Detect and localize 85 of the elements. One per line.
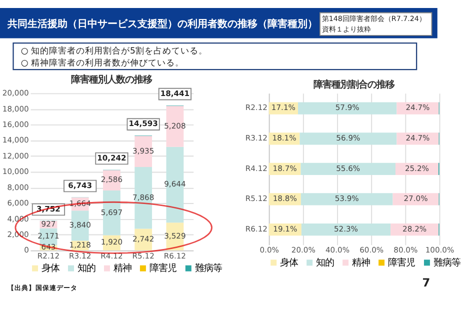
data-label: 27.0% <box>404 194 428 204</box>
data-label: 24.7% <box>406 134 430 143</box>
x-tick-label: 80.0% <box>394 246 418 255</box>
legend-label: 知的 <box>316 258 334 268</box>
data-label: 5,697 <box>100 208 123 217</box>
total-label: 6,743 <box>68 180 92 190</box>
bar <box>71 210 89 241</box>
bar <box>166 146 184 223</box>
legend-label: 難病等 <box>434 258 461 268</box>
data-label: 28.2% <box>402 224 427 234</box>
bar <box>134 166 152 229</box>
data-label: 3,529 <box>164 231 186 240</box>
data-label: 1,920 <box>100 238 123 247</box>
x-tick-label: R2.12 <box>37 251 60 260</box>
text: ○ 知的障害者の利用割合が5割を占めている。 <box>20 45 208 56</box>
text: 7 <box>422 275 430 290</box>
data-label: 18.8% <box>272 194 297 204</box>
legend-label: 身体 <box>42 263 60 274</box>
y-tick-label: 6,000 <box>7 198 30 208</box>
legend-label: 障害児 <box>388 258 416 268</box>
bar <box>134 136 152 167</box>
legend-label: 精神 <box>114 263 132 274</box>
x-tick-label: 60.0% <box>360 246 384 255</box>
data-label: 57.9% <box>335 103 360 112</box>
bar <box>166 106 184 147</box>
chart-title: 障害種別人数の推移 <box>71 74 152 86</box>
data-label: 2,742 <box>132 234 154 244</box>
total-label: 18,441 <box>160 88 190 98</box>
x-tick-label: 0.0% <box>260 246 279 255</box>
y-tick-label: R6.12 <box>245 224 268 234</box>
y-tick-label: R5.12 <box>245 194 268 204</box>
data-label: 3,840 <box>69 220 92 230</box>
data-label: 7,868 <box>132 192 154 202</box>
y-tick-label: 18,000 <box>2 104 30 114</box>
data-label: 52.3% <box>334 224 358 234</box>
bar <box>300 193 393 206</box>
bar <box>300 132 397 145</box>
bar <box>300 162 396 175</box>
bar <box>301 223 391 236</box>
bar <box>392 193 439 206</box>
y-tick-label: 14,000 <box>2 136 30 145</box>
total-label: 10,242 <box>97 153 126 162</box>
text: ○ 精神障害者の利用者数が伸びている。 <box>20 58 184 69</box>
data-label: 17.1% <box>271 103 296 112</box>
data-label: 9,644 <box>164 180 186 189</box>
y-tick-label: 12,000 <box>2 151 30 160</box>
y-tick-label: 16,000 <box>2 120 30 129</box>
total-label: 14,593 <box>128 119 158 128</box>
y-tick-label: 8,000 <box>7 182 30 192</box>
x-tick-label: R3.12 <box>69 251 92 260</box>
x-tick-label: R4.12 <box>100 251 123 260</box>
y-tick-label: 0 <box>24 246 30 255</box>
data-label: 25.2% <box>404 164 429 173</box>
data-label: 53.9% <box>334 194 359 204</box>
x-tick-label: 40.0% <box>325 246 350 255</box>
legend-label: 身体 <box>280 258 298 268</box>
data-label: 24.7% <box>406 103 430 112</box>
data-label: 56.9% <box>336 134 360 143</box>
legend-label: 知的 <box>78 263 96 274</box>
data-label: 927 <box>41 219 56 228</box>
bar <box>103 190 120 236</box>
data-label: 55.6% <box>336 164 360 173</box>
y-tick-label: 20,000 <box>2 88 30 98</box>
x-tick-label: 100.0% <box>425 246 454 255</box>
legend-label: 難病等 <box>195 263 222 274</box>
data-label: 2,171 <box>38 232 60 241</box>
y-tick-label: R4.12 <box>245 164 268 173</box>
data-label: 3,935 <box>132 146 154 156</box>
data-label: 2,586 <box>100 175 123 184</box>
legend-label: 障害児 <box>150 263 177 274</box>
y-tick-label: R2.12 <box>245 103 268 112</box>
data-label: 1,218 <box>69 240 92 250</box>
data-label: 5,208 <box>164 121 186 130</box>
chart-title: 障害種別割合の推移 <box>314 80 395 91</box>
data-label: 19.1% <box>273 224 298 234</box>
y-tick-label: 10,000 <box>2 167 30 176</box>
data-label: 18.1% <box>272 134 296 143</box>
x-tick-label: R6.12 <box>164 251 186 260</box>
legend-label: 精神 <box>352 258 370 268</box>
text: 共同生活援助（日中サービス支援型）の利用者数の推移（障害種別） <box>6 18 318 30</box>
y-tick-label: R3.12 <box>245 134 268 143</box>
data-label: 18.7% <box>272 164 297 173</box>
x-tick-label: R5.12 <box>132 251 155 260</box>
x-tick-label: 20.0% <box>291 246 316 255</box>
bar <box>298 102 397 114</box>
